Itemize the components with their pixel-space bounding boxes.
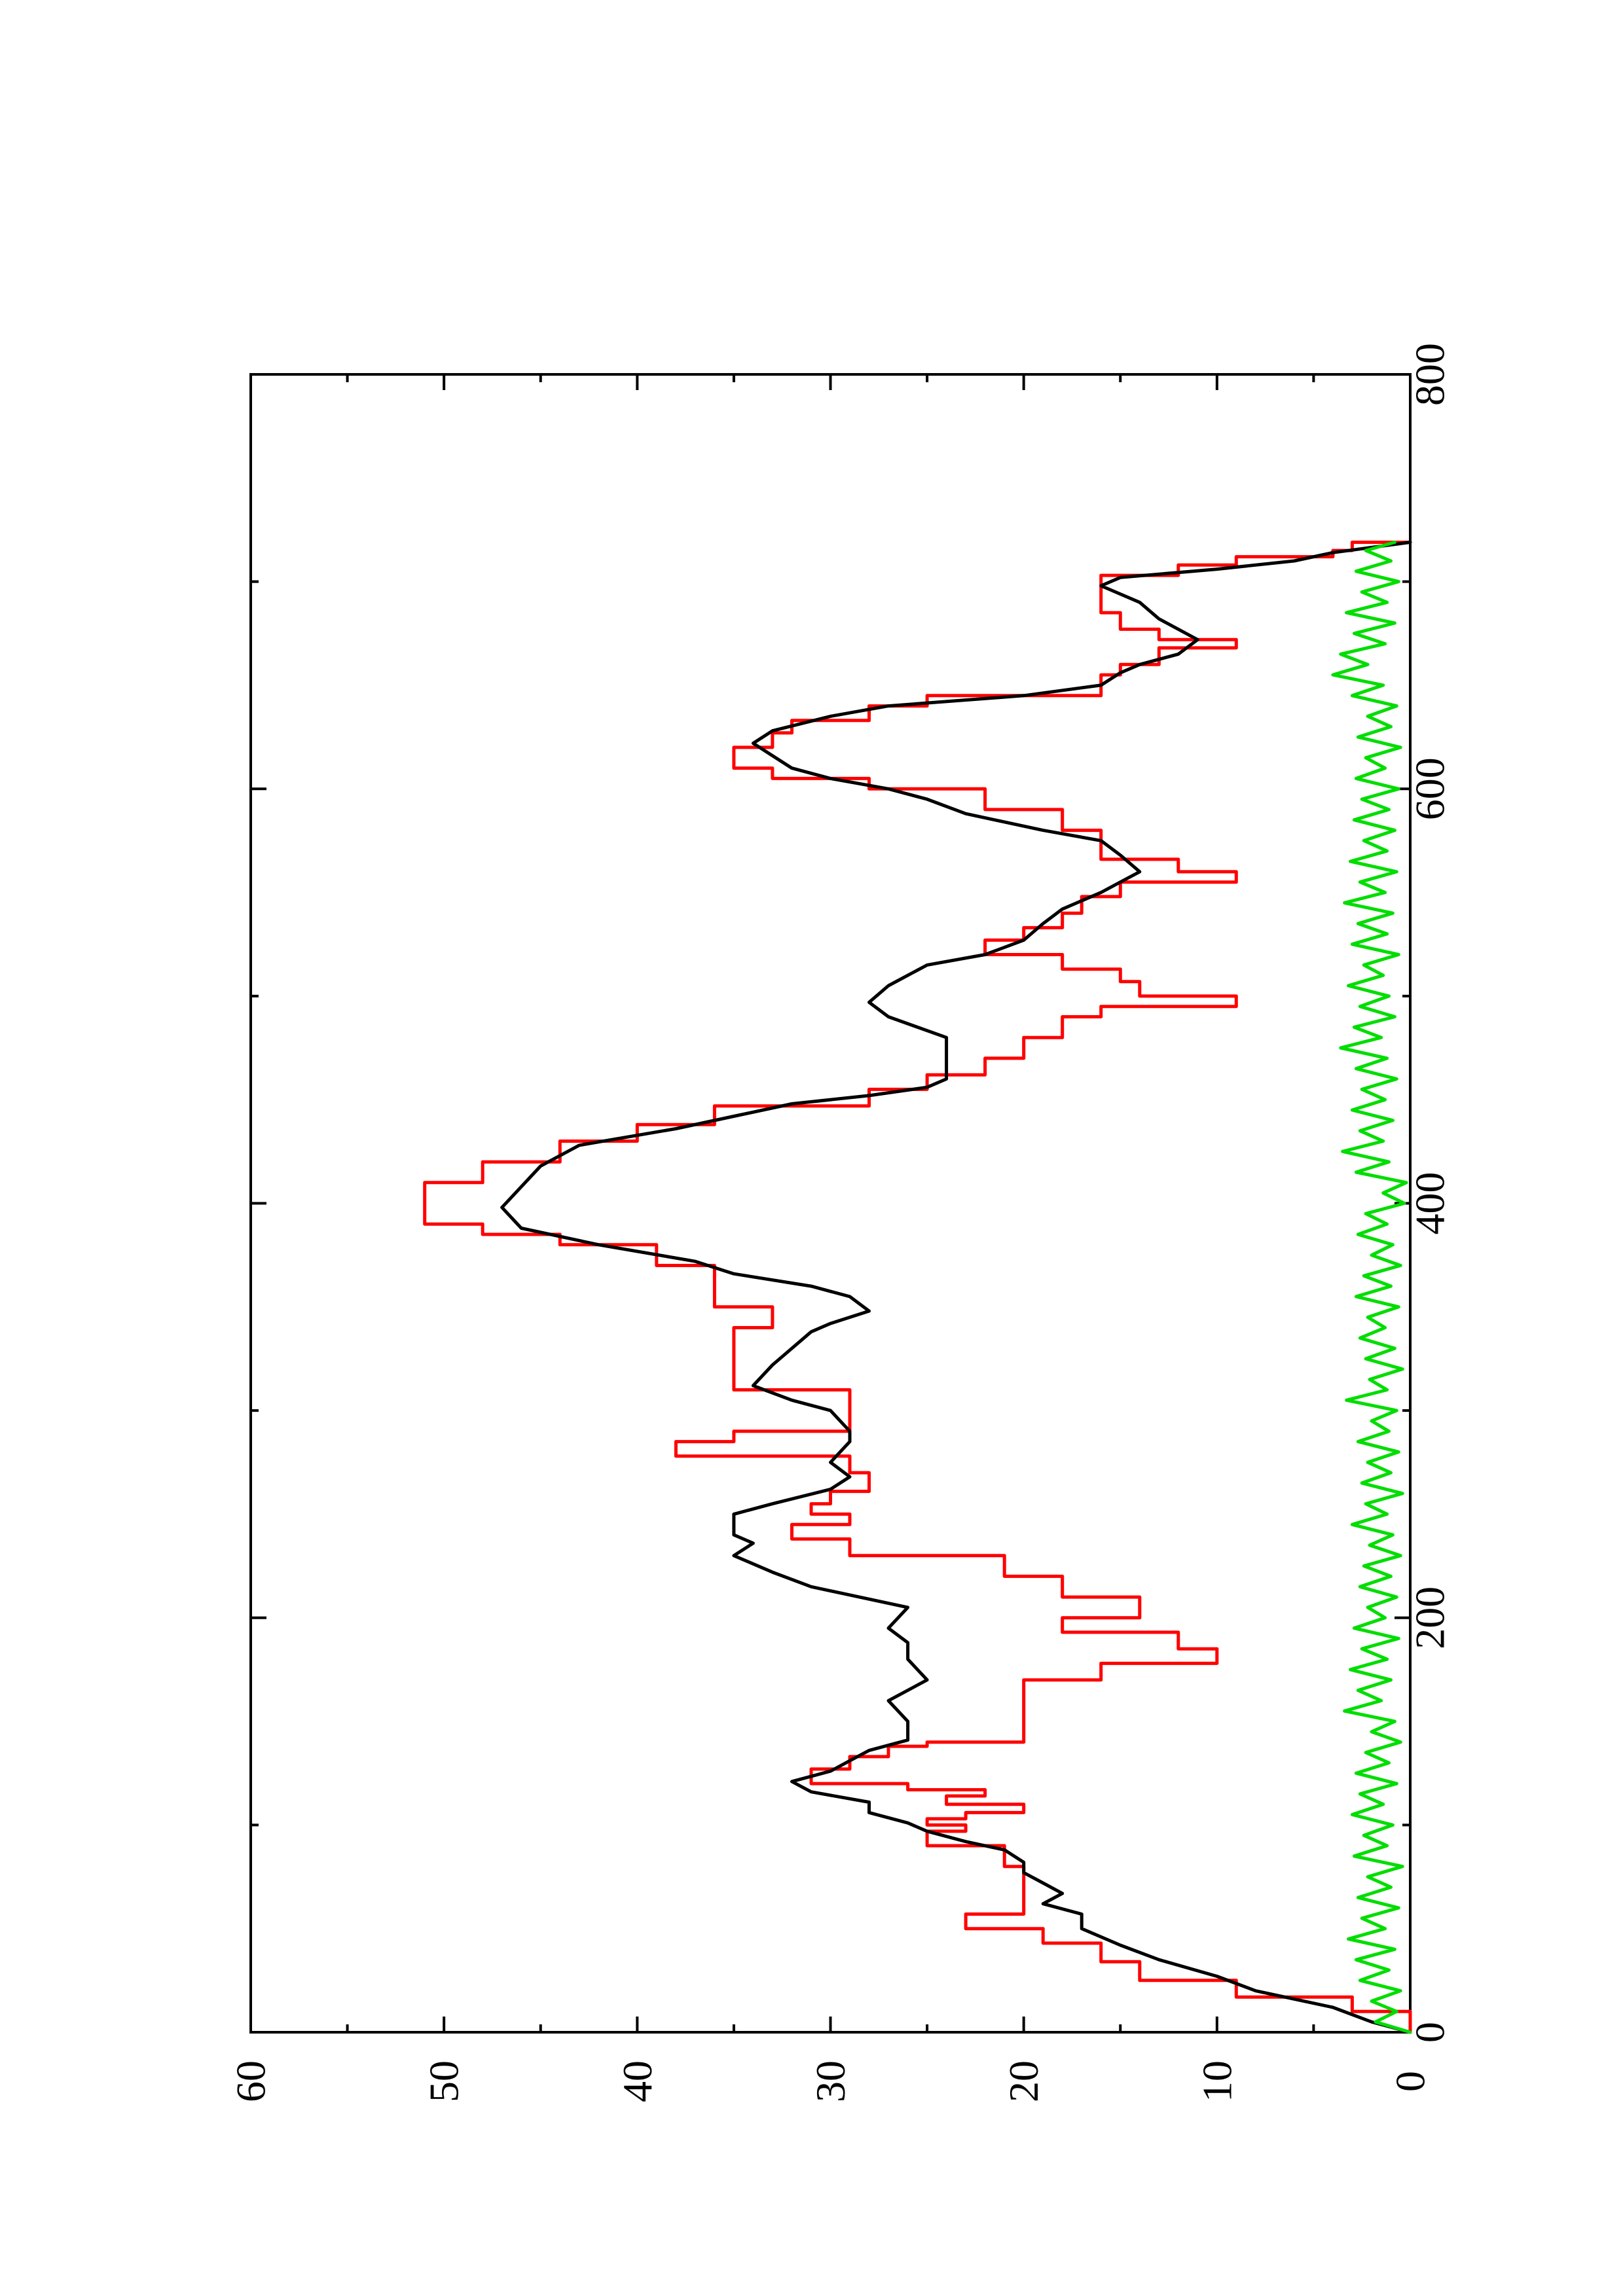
y-tick-label: 10 bbox=[1194, 2060, 1240, 2102]
green-series-line bbox=[1331, 541, 1412, 2034]
axis-tick-labels: 0 200 400 600 800 0 10 20 30 40 50 60 bbox=[228, 343, 1453, 2102]
y-tick-label: 0 bbox=[1387, 2071, 1434, 2092]
red-series-line bbox=[423, 541, 1412, 2034]
axis-ticks bbox=[249, 373, 1412, 2034]
x-tick-label: 800 bbox=[1407, 343, 1453, 406]
x-tick-label: 0 bbox=[1407, 2022, 1453, 2043]
y-tick-label: 60 bbox=[228, 2060, 274, 2102]
y-tick-label: 20 bbox=[1000, 2060, 1047, 2102]
series-layer bbox=[423, 541, 1412, 2034]
y-tick-label: 40 bbox=[614, 2060, 661, 2102]
x-tick-label: 400 bbox=[1407, 1172, 1453, 1235]
black-series-line bbox=[500, 541, 1412, 2034]
y-tick-label: 50 bbox=[421, 2060, 467, 2102]
x-tick-label: 600 bbox=[1407, 757, 1453, 820]
y-tick-label: 30 bbox=[807, 2060, 854, 2102]
x-tick-label: 200 bbox=[1407, 1587, 1453, 1649]
